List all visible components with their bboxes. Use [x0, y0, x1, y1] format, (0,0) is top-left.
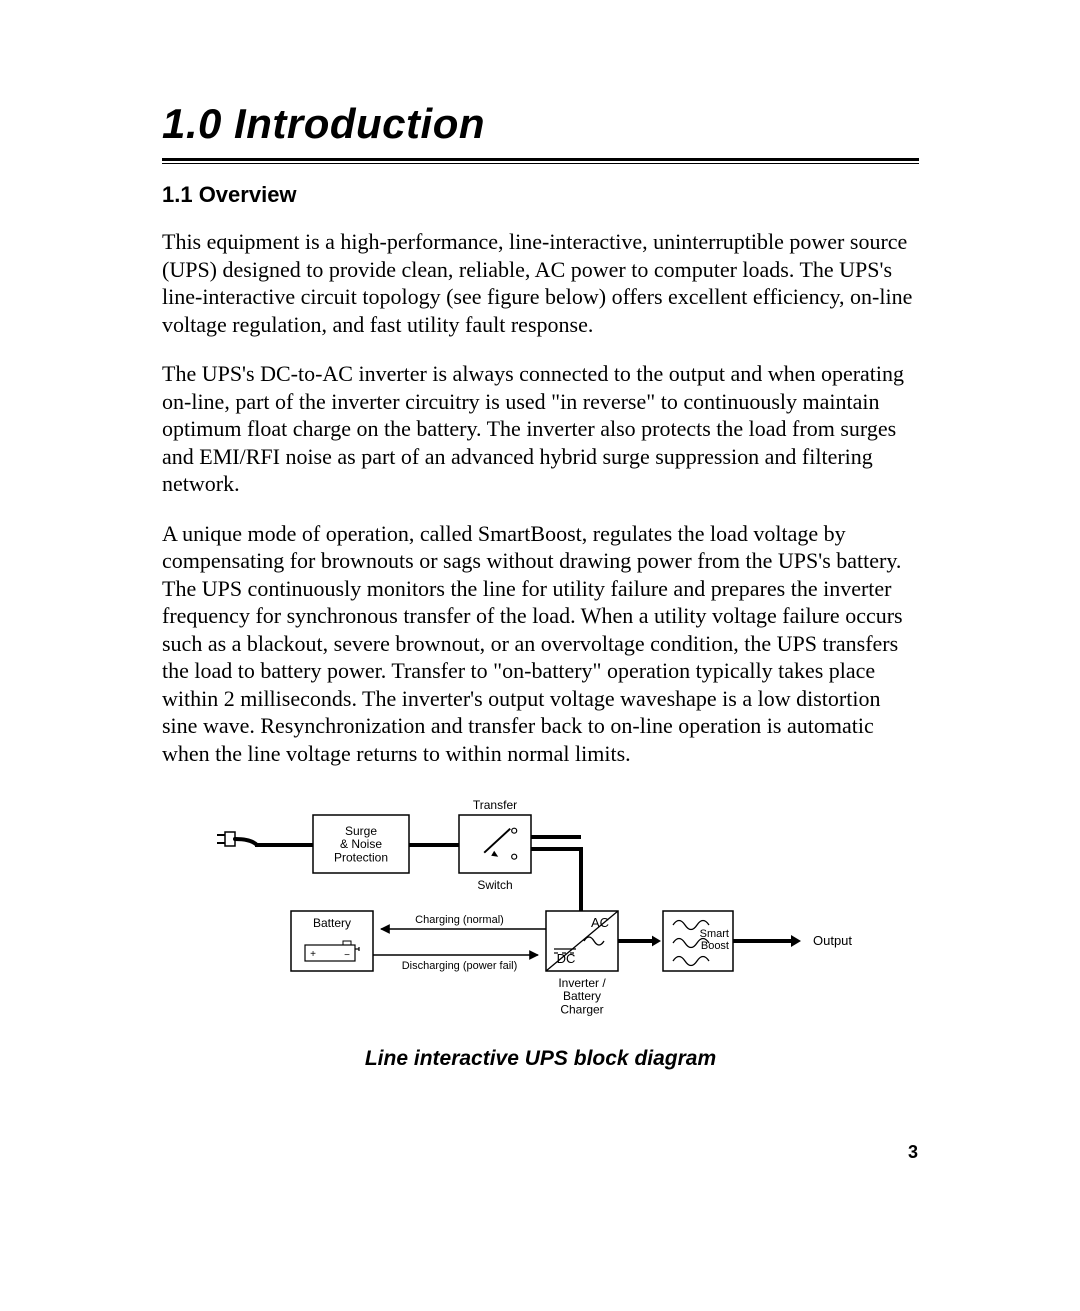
title-rule-thin: [162, 163, 919, 164]
svg-text:Inverter /BatteryCharger: Inverter /BatteryCharger: [558, 976, 606, 1016]
section-heading: 1.1 Overview: [162, 182, 919, 208]
svg-text:Battery: Battery: [312, 916, 350, 930]
block-diagram: Surge& NoiseProtectionTransferSwitchOutp…: [162, 793, 919, 1071]
paragraph-3: A unique mode of operation, called Smart…: [162, 520, 919, 768]
svg-text:Output: Output: [813, 933, 852, 948]
svg-text:−: −: [344, 950, 350, 961]
svg-text:AC: AC: [590, 915, 608, 930]
page-number: 3: [908, 1142, 918, 1163]
diagram-caption: Line interactive UPS block diagram: [365, 1047, 716, 1071]
paragraph-2: The UPS's DC-to-AC inverter is always co…: [162, 360, 919, 498]
svg-text:+: +: [310, 949, 316, 960]
chapter-title: 1.0 Introduction: [162, 100, 919, 152]
block-diagram-svg: Surge& NoiseProtectionTransferSwitchOutp…: [211, 793, 871, 1033]
svg-text:Switch: Switch: [477, 878, 512, 892]
title-rule-thick: [162, 158, 919, 161]
svg-text:Discharging (power fail): Discharging (power fail): [401, 960, 517, 972]
svg-text:Charging (normal): Charging (normal): [415, 914, 504, 926]
paragraph-1: This equipment is a high-performance, li…: [162, 228, 919, 338]
svg-text:SmartBoost: SmartBoost: [699, 928, 728, 952]
svg-text:Transfer: Transfer: [472, 798, 516, 812]
